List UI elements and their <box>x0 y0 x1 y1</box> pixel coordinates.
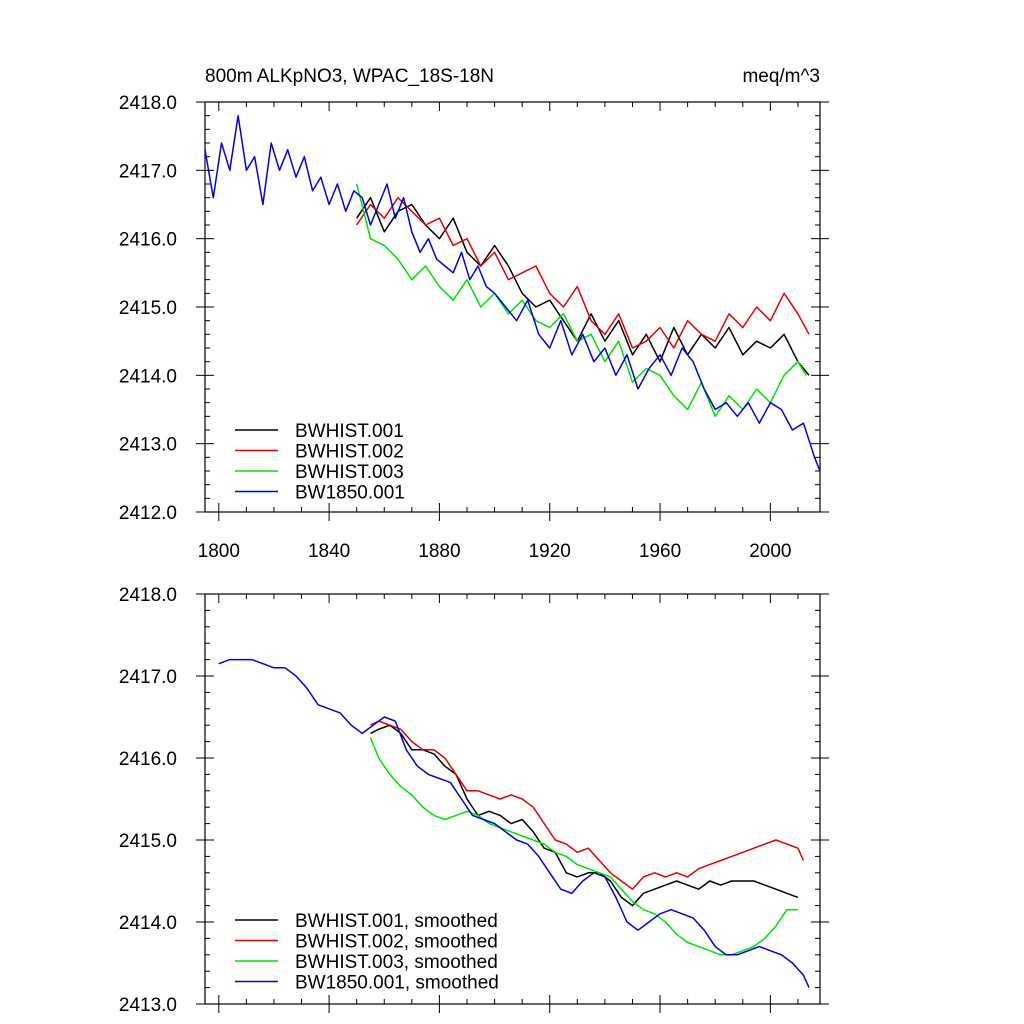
x-tick-label: 2000 <box>749 541 791 562</box>
y-tick-label: 2416.0 <box>119 749 177 770</box>
y-tick-label: 2417.0 <box>119 161 177 182</box>
chart-title: 800m ALKpNO3, WPAC_18S-18N <box>205 66 494 87</box>
x-tick-label: 1800 <box>198 541 240 562</box>
legend-label: BWHIST.002, smoothed <box>295 932 498 953</box>
series-group-top <box>204 114 821 472</box>
x-tick-label: 1920 <box>529 541 571 562</box>
y-tick-label: 2417.0 <box>119 667 177 688</box>
y-tick-label: 2413.0 <box>119 995 177 1016</box>
axis-ticks-top: 1800 1840 1880 1920 1960 2000 2412.0 2413.0 2414… <box>119 93 829 562</box>
chart-units: meq/m^3 <box>742 66 820 87</box>
series-line-bw1850-001 <box>218 658 810 988</box>
y-tick-label: 2414.0 <box>119 913 177 934</box>
x-tick-label: 1840 <box>308 541 350 562</box>
panel-bottom: 2413.0 2414.0 2415.0 2416.0 2417.0 2418.0 BWH… <box>119 585 829 1016</box>
panel-top: 800m ALKpNO3, WPAC_18S-18N meq/m^3 1800 1… <box>119 66 829 562</box>
y-tick-label: 2412.0 <box>119 503 177 524</box>
series-line-bw1850-001 <box>204 114 821 472</box>
legend-label: BWHIST.003 <box>295 462 404 483</box>
series-line-bwhist-001 <box>356 196 810 376</box>
series-line-bwhist-002 <box>370 720 805 890</box>
y-tick-label: 2418.0 <box>119 585 177 606</box>
series-line-bwhist-002 <box>356 196 810 349</box>
y-tick-label: 2413.0 <box>119 435 177 456</box>
legend-label: BWHIST.001, smoothed <box>295 911 498 932</box>
legend-label: BWHIST.002 <box>295 442 404 463</box>
series-group-bottom <box>218 658 810 988</box>
legend-label: BW1850.001 <box>295 483 405 504</box>
legend-label: BWHIST.003, smoothed <box>295 952 498 973</box>
series-line-bwhist-003 <box>355 183 807 418</box>
y-tick-label: 2418.0 <box>119 93 177 114</box>
plot-frame-bottom <box>204 593 821 1005</box>
axis-ticks-bottom: 2413.0 2414.0 2415.0 2416.0 2417.0 2418.0 <box>119 585 829 1016</box>
legend-label: BW1850.001, smoothed <box>295 973 499 994</box>
x-tick-label: 1880 <box>418 541 460 562</box>
y-tick-label: 2416.0 <box>119 230 177 251</box>
y-tick-label: 2414.0 <box>119 366 177 387</box>
y-tick-label: 2415.0 <box>119 831 177 852</box>
series-line-bwhist-001 <box>370 724 799 907</box>
x-tick-label: 1960 <box>639 541 681 562</box>
y-tick-label: 2415.0 <box>119 298 177 319</box>
legend-label: BWHIST.001 <box>295 421 404 442</box>
